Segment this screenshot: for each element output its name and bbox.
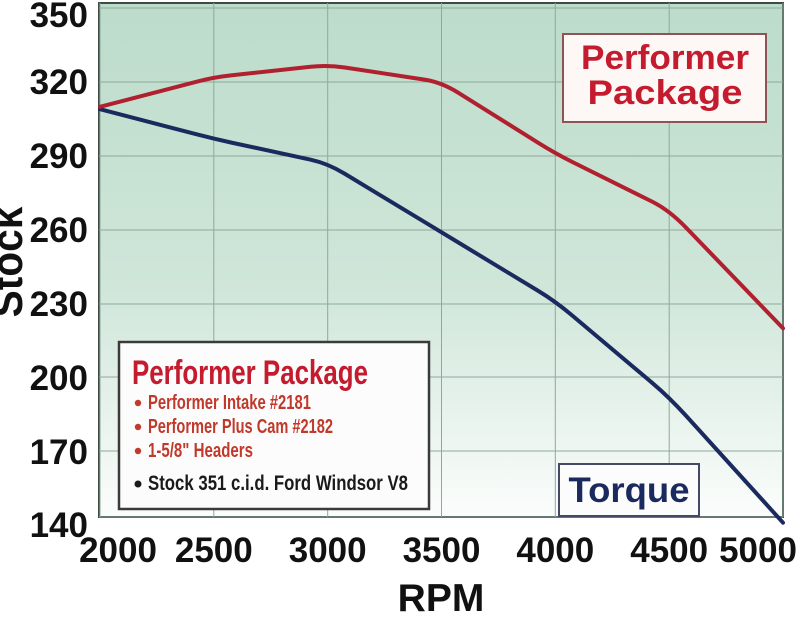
svg-text:Performer: Performer xyxy=(581,39,749,77)
svg-text:RPM: RPM xyxy=(398,577,485,617)
svg-text:Performer Intake #2181: Performer Intake #2181 xyxy=(148,392,311,414)
svg-text:320: 320 xyxy=(30,63,88,102)
svg-text:200: 200 xyxy=(30,359,88,398)
svg-text:290: 290 xyxy=(30,137,88,176)
svg-text:4000: 4000 xyxy=(516,531,594,570)
svg-text:5000: 5000 xyxy=(719,531,797,570)
svg-text:Performer Package: Performer Package xyxy=(132,354,368,392)
svg-text:230: 230 xyxy=(30,285,88,324)
svg-text:Torque: Torque xyxy=(569,471,690,510)
svg-text:Package: Package xyxy=(588,74,743,112)
svg-text:260: 260 xyxy=(30,211,88,250)
svg-text:350: 350 xyxy=(30,0,88,35)
svg-text:1-5/8" Headers: 1-5/8" Headers xyxy=(148,440,253,462)
svg-text:4500: 4500 xyxy=(630,531,708,570)
svg-text:Stock 351 c.i.d. Ford Windsor: Stock 351 c.i.d. Ford Windsor V8 xyxy=(148,472,408,495)
svg-text:170: 170 xyxy=(30,433,88,472)
svg-text:Stock: Stock xyxy=(0,206,31,317)
svg-text:3500: 3500 xyxy=(403,531,481,570)
svg-text:3000: 3000 xyxy=(289,531,367,570)
svg-text:2000: 2000 xyxy=(79,531,157,570)
svg-text:2500: 2500 xyxy=(175,531,253,570)
svg-text:Performer Plus Cam #2182: Performer Plus Cam #2182 xyxy=(148,416,333,438)
